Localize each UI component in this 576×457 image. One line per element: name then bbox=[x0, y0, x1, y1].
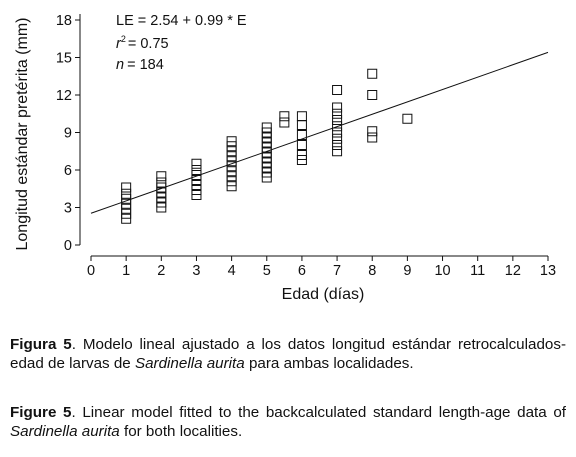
data-point bbox=[279, 117, 290, 128]
x-tick-label: 7 bbox=[333, 263, 341, 279]
data-point bbox=[332, 121, 343, 132]
data-point bbox=[261, 122, 272, 133]
data-point bbox=[332, 127, 343, 138]
x-tick-label: 4 bbox=[228, 263, 236, 279]
data-point bbox=[367, 132, 378, 143]
data-point bbox=[332, 140, 343, 150]
y-tick-label: 15 bbox=[56, 51, 72, 67]
data-point bbox=[296, 150, 307, 160]
x-tick-label: 1 bbox=[122, 263, 130, 279]
data-point bbox=[332, 115, 343, 125]
data-point bbox=[367, 126, 378, 137]
y-tick-label: 3 bbox=[64, 201, 72, 217]
x-tick-label: 13 bbox=[540, 263, 556, 279]
y-tick-label: 18 bbox=[56, 13, 72, 29]
data-point bbox=[296, 120, 307, 130]
data-point bbox=[156, 171, 167, 182]
data-point bbox=[121, 182, 132, 193]
y-tick-label: 9 bbox=[64, 126, 72, 142]
r2-text: r2 = 0.75 bbox=[116, 34, 169, 52]
x-tick-label: 11 bbox=[470, 263, 485, 279]
x-tick-label: 3 bbox=[192, 263, 200, 279]
data-point bbox=[279, 111, 290, 122]
caption-english: Figure 5. Linear model fitted to the bac… bbox=[10, 403, 566, 441]
data-point bbox=[332, 102, 343, 113]
data-point bbox=[121, 188, 132, 199]
x-tick-label: 2 bbox=[157, 263, 165, 279]
caption-en-text-2: for both localities. bbox=[119, 423, 243, 440]
caption-es-species: Sardinella aurita bbox=[134, 355, 245, 372]
data-point bbox=[296, 140, 307, 150]
x-tick-label: 10 bbox=[434, 263, 450, 279]
data-point bbox=[367, 68, 378, 79]
equation-text: LE = 2.54 + 0.99 * E bbox=[116, 13, 247, 29]
caption-en-text-1: . Linear model fitted to the backcalcula… bbox=[71, 404, 567, 421]
data-point bbox=[332, 146, 343, 157]
data-point bbox=[332, 85, 343, 95]
data-point bbox=[332, 108, 343, 119]
x-tick-label: 8 bbox=[368, 263, 376, 279]
caption-es-text-1: . Modelo lineal ajustado a los datos lon… bbox=[10, 336, 566, 372]
caption-spanish: Figura 5. Modelo lineal ajustado a los d… bbox=[10, 335, 566, 373]
x-tick-label: 0 bbox=[87, 263, 95, 279]
data-point bbox=[191, 165, 202, 175]
data-point bbox=[296, 111, 307, 122]
n-text: n = 184 bbox=[116, 57, 164, 73]
y-tick-label: 6 bbox=[64, 163, 72, 179]
x-axis-label: Edad (días) bbox=[282, 286, 365, 303]
annotation: LE = 2.54 + 0.99 * E r2 = 0.75 n = 184 bbox=[116, 13, 247, 73]
data-point bbox=[332, 133, 343, 144]
data-point bbox=[226, 136, 237, 147]
data-point bbox=[367, 90, 378, 100]
x-tick-label: 9 bbox=[403, 263, 411, 279]
caption-es-label: Figura 5 bbox=[10, 336, 72, 353]
caption-en-species: Sardinella aurita bbox=[10, 423, 120, 440]
axes bbox=[79, 14, 548, 257]
data-point bbox=[191, 158, 202, 169]
caption-es-text-2: para ambas localidades. bbox=[244, 355, 414, 372]
caption-en-label: Figure 5 bbox=[10, 404, 72, 421]
regression-line bbox=[90, 51, 549, 214]
y-axis-label: Longitud estándar pretérita (mm) bbox=[14, 18, 31, 251]
x-tick-label: 12 bbox=[505, 263, 521, 279]
y-tick-label: 0 bbox=[64, 238, 72, 254]
data-point bbox=[156, 177, 167, 188]
data-points bbox=[121, 68, 413, 224]
x-tick-label: 6 bbox=[298, 263, 306, 279]
data-point bbox=[402, 113, 413, 124]
y-tick-label: 12 bbox=[56, 88, 72, 104]
x-tick-label: 5 bbox=[263, 263, 271, 279]
